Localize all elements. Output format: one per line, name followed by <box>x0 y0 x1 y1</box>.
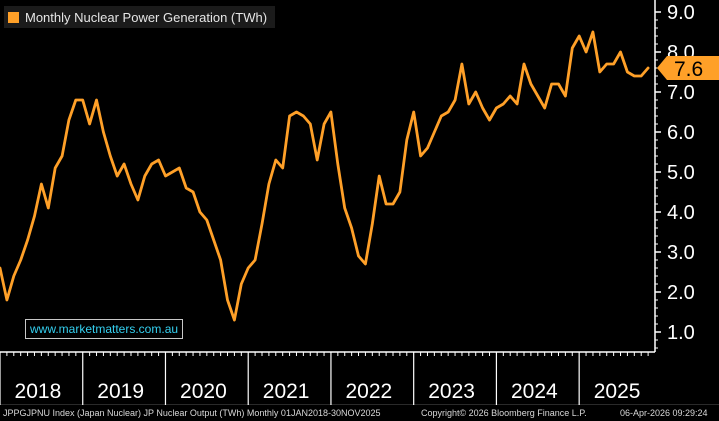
footer-copyright: Copyright© 2026 Bloomberg Finance L.P. <box>421 408 587 418</box>
footer-source: JPPGJPNU Index (Japan Nuclear) JP Nuclea… <box>3 408 381 418</box>
watermark-link[interactable]: www.marketmatters.com.au <box>25 319 184 339</box>
x-tick-label: 2024 <box>511 380 558 403</box>
y-tick-label: 6.0 <box>667 122 695 144</box>
last-value-tag <box>657 56 719 80</box>
x-tick-label: 2019 <box>97 380 144 403</box>
footer: JPPGJPNU Index (Japan Nuclear) JP Nuclea… <box>0 405 719 421</box>
x-tick-label: 2018 <box>15 380 62 403</box>
y-tick-label: 4.0 <box>667 202 695 224</box>
legend-swatch <box>8 11 19 23</box>
x-tick-label: 2023 <box>428 380 475 403</box>
legend: Monthly Nuclear Power Generation (TWh) <box>4 6 276 28</box>
y-tick-label: 9.0 <box>667 2 695 24</box>
chart-canvas: 9.08.07.06.05.04.03.02.01.0 2018 2019 2020… <box>0 0 719 405</box>
last-value-label: 7.6 <box>674 58 703 81</box>
series-line <box>0 30 650 322</box>
y-tick-label: 7.0 <box>667 82 695 104</box>
x-tick-label: 2020 <box>180 380 227 403</box>
y-tick-label: 1.0 <box>667 322 695 344</box>
x-tick-label: 2022 <box>346 380 393 403</box>
y-tick-label: 5.0 <box>667 162 695 184</box>
x-tick-label: 2021 <box>263 380 310 403</box>
legend-label: Monthly Nuclear Power Generation (TWh) <box>25 9 268 25</box>
x-tick-label: 2025 <box>594 380 641 403</box>
y-tick-label: 2.0 <box>667 282 695 304</box>
y-tick-label: 3.0 <box>667 242 695 264</box>
footer-timestamp: 06-Apr-2026 09:29:24 <box>620 408 708 418</box>
